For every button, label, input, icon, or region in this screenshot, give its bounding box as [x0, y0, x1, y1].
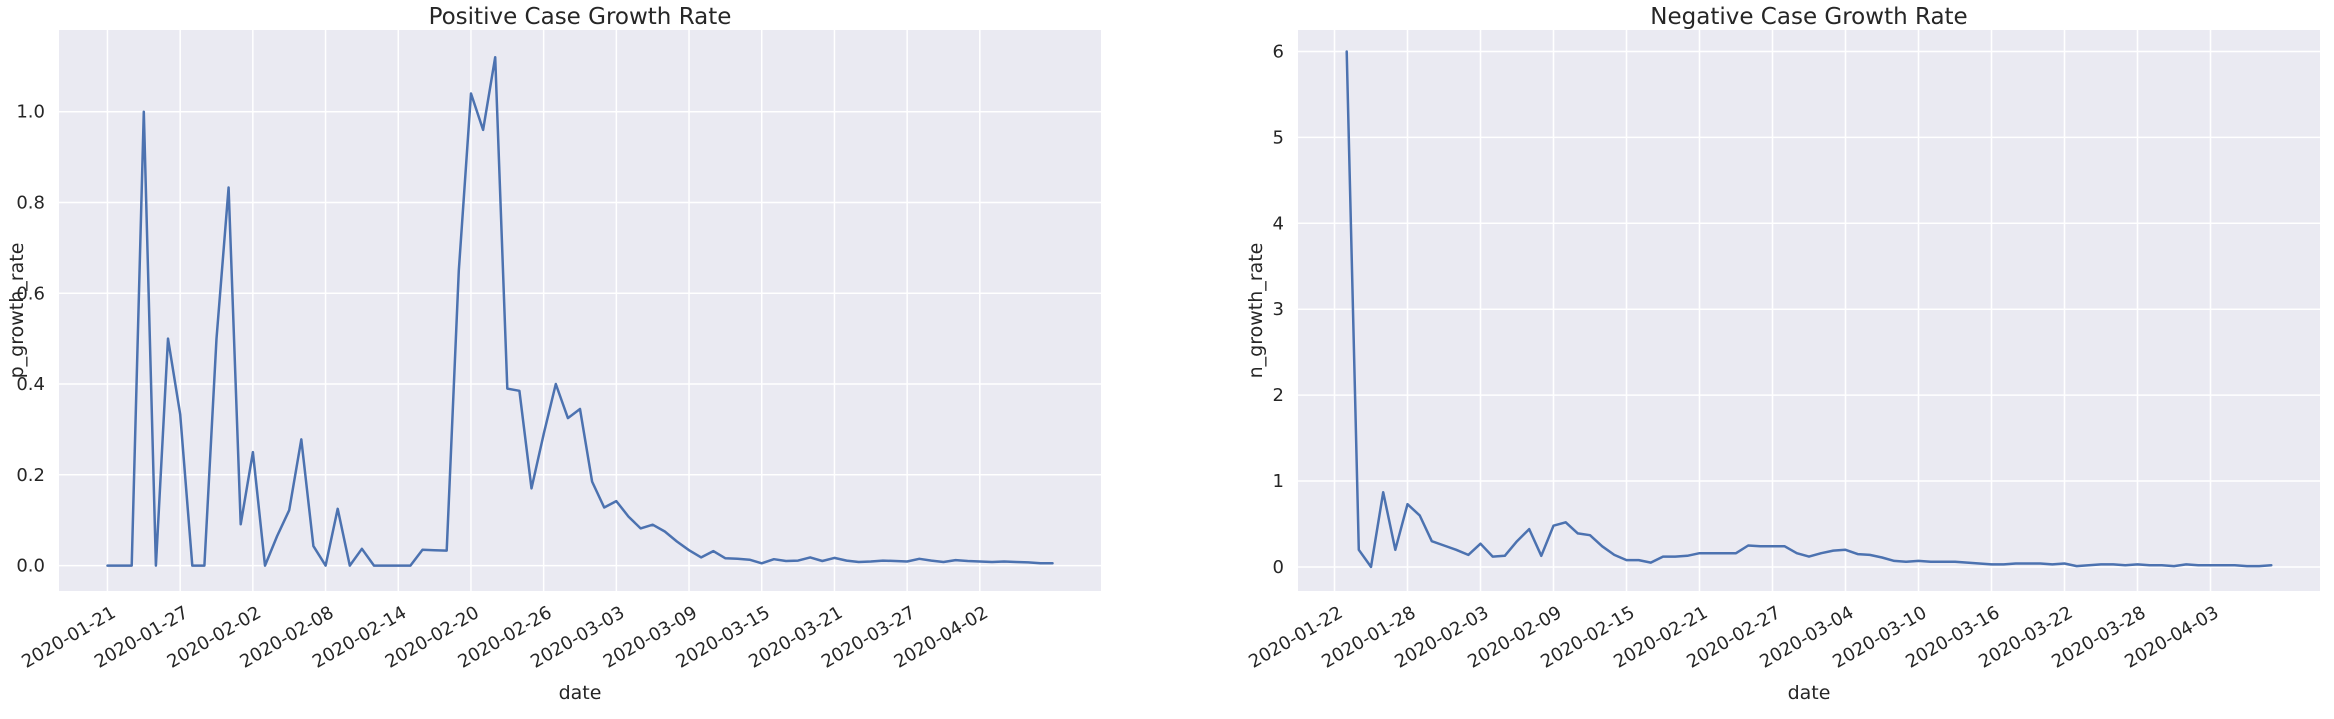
y-axis-label: p_growth_rate [6, 243, 28, 379]
y-axis-label: n_growth_rate [1245, 243, 1267, 379]
y-tick-label: 0.6 [16, 283, 45, 304]
y-tick-label: 1.0 [16, 102, 45, 123]
grid [1298, 30, 2320, 591]
grid [59, 30, 1101, 591]
y-tick-label: 6 [1273, 41, 1284, 62]
x-axis-label: date [559, 682, 602, 704]
y-axis: 0.0 0.2 0.4 0.6 0.8 1.0 [16, 102, 45, 577]
y-axis: 0 1 2 3 4 5 6 [1273, 41, 1284, 577]
y-tick-label: 0.8 [16, 192, 45, 213]
y-tick-label: 0.0 [16, 556, 45, 577]
y-tick-label: 2 [1273, 385, 1284, 406]
y-tick-label: 0.2 [16, 465, 45, 486]
y-tick-label: 0 [1273, 557, 1284, 578]
x-axis: 2020-01-212020-01-272020-02-022020-02-08… [18, 602, 991, 672]
x-axis-label: date [1788, 682, 1831, 704]
y-tick-label: 4 [1273, 213, 1284, 234]
x-axis: 2020-01-222020-01-282020-02-032020-02-09… [1245, 602, 2222, 672]
series-line [1345, 50, 2273, 569]
y-tick-label: 1 [1273, 471, 1284, 492]
chart-title: Negative Case Growth Rate [1650, 4, 1967, 30]
series-line [106, 55, 1054, 567]
y-tick-label: 0.4 [16, 374, 45, 395]
y-tick-label: 3 [1273, 299, 1284, 320]
chart-title: Positive Case Growth Rate [429, 4, 732, 30]
chart-panel-2: 0 1 2 3 4 5 6 2020-01-222020-01-282020-02-03202… [1245, 4, 2320, 704]
chart-panel-1: 0.0 0.2 0.4 0.6 0.8 1.0 2020-01-212020-01-2720… [6, 4, 1101, 704]
plot-area [59, 30, 1101, 591]
plot-area [1298, 30, 2320, 591]
y-tick-label: 5 [1273, 127, 1284, 148]
